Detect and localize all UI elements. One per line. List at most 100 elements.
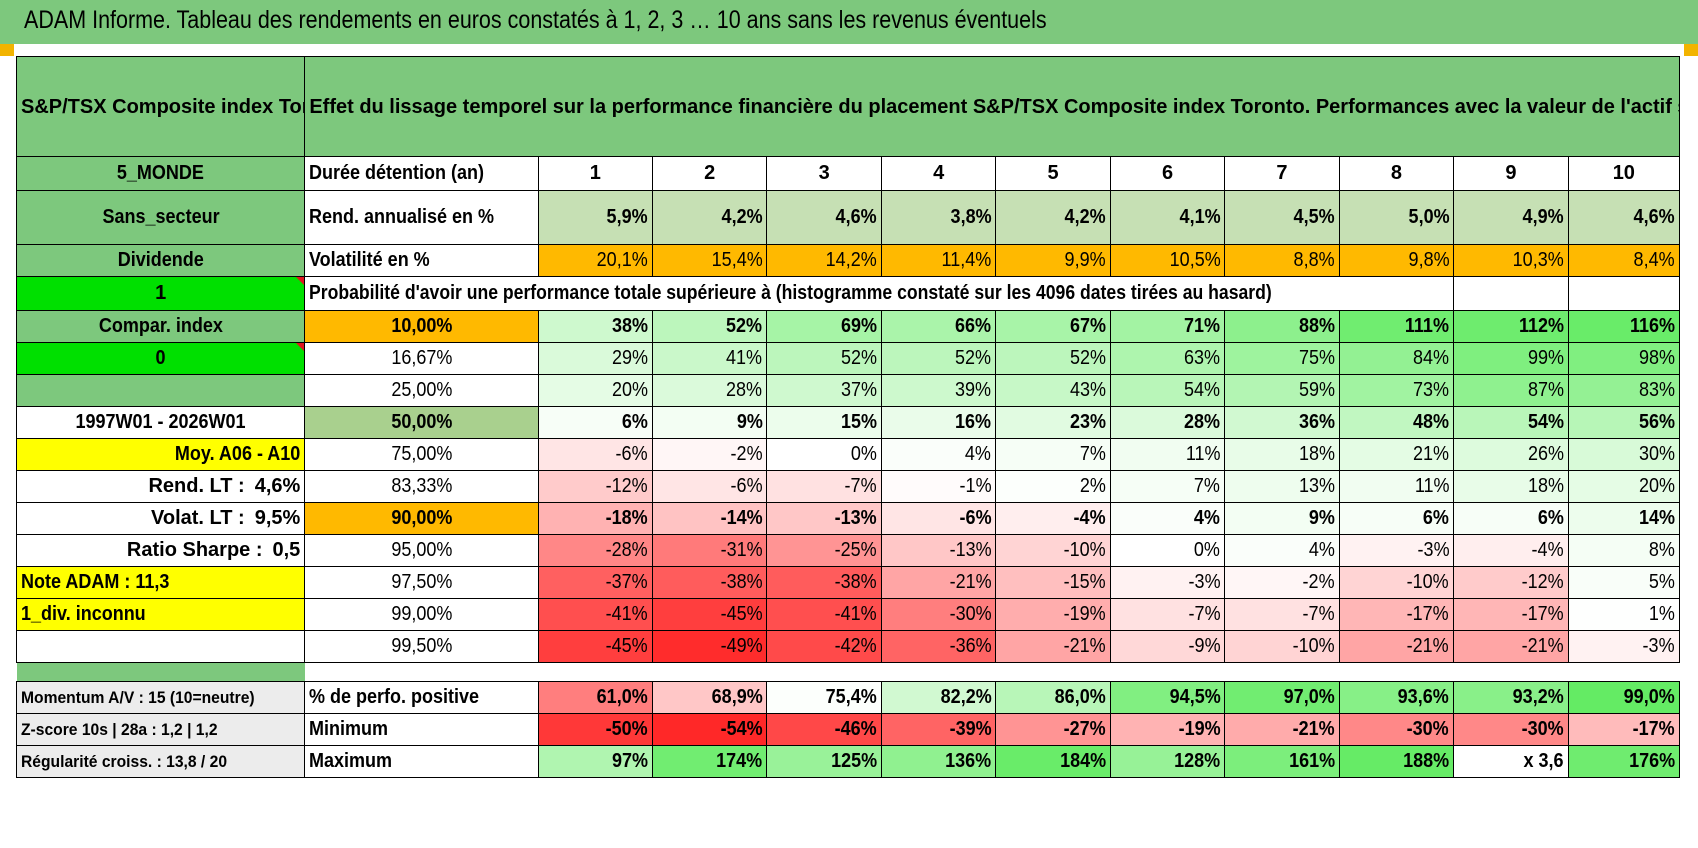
note-adam: Note ADAM : 11,3 bbox=[21, 571, 170, 593]
prob-value: -31% bbox=[651, 534, 768, 567]
prob-value: 59% bbox=[1224, 374, 1340, 407]
prob-value: -4% bbox=[995, 502, 1111, 535]
summary-label-cell: Maximum bbox=[304, 745, 539, 778]
summary-value-text: 128% bbox=[1174, 750, 1221, 772]
prob-value-text: -10% bbox=[1407, 571, 1450, 593]
prob-value-text: 26% bbox=[1527, 443, 1564, 465]
summary-value-text: 86,0% bbox=[1054, 686, 1106, 708]
prob-value: -7% bbox=[766, 470, 882, 503]
prob-value: 21% bbox=[1338, 438, 1455, 471]
prob-value-text: -6% bbox=[615, 443, 648, 465]
summary-value-text: 188% bbox=[1403, 750, 1450, 772]
year-header: 7 bbox=[1224, 156, 1340, 191]
vol-value-text: 9,9% bbox=[1064, 249, 1106, 271]
summary-value-text: 94,5% bbox=[1169, 686, 1221, 708]
header-row: S&P/TSX Composite index Toronto Effet du… bbox=[15, 56, 1680, 157]
summary-value: 184% bbox=[995, 745, 1111, 778]
summary-label: % de perfo. positive bbox=[309, 686, 480, 708]
prob-value: 111% bbox=[1338, 310, 1455, 343]
prob-value-text: -25% bbox=[834, 539, 877, 561]
prob-value-text: -15% bbox=[1063, 571, 1106, 593]
rend-value: 4,6% bbox=[1567, 190, 1681, 245]
vol-value: 15,4% bbox=[651, 244, 768, 277]
prob-value-text: 6% bbox=[621, 411, 648, 433]
prob-row: Rend. LT : 4,6% 83,33% -12% -6% -7% -1% 2% 7% 13%… bbox=[15, 470, 1681, 503]
summary-value: 174% bbox=[651, 745, 768, 778]
prob-value-text: -38% bbox=[720, 571, 763, 593]
summary-value: 125% bbox=[766, 745, 882, 778]
prob-row: Compar. index 10,00% 38% 52% 69% 66% 67% 71% 88%… bbox=[15, 310, 1681, 343]
prob-value: -3% bbox=[1338, 534, 1455, 567]
dividend-flag-cell[interactable]: 1 bbox=[15, 276, 306, 311]
compar-flag-cell[interactable]: 0 bbox=[15, 342, 306, 375]
prob-title-row: 1 Probabilité d'avoir une performance to… bbox=[15, 276, 1681, 311]
summary-value-text: -39% bbox=[949, 718, 992, 740]
prob-value-text: 52% bbox=[1069, 347, 1106, 369]
prob-value: 4% bbox=[1224, 534, 1340, 567]
summary-value: -30% bbox=[1338, 713, 1455, 746]
summary-side-label: Z-score 10s | 28a : 1,2 | 1,2 bbox=[21, 719, 218, 739]
vol-row: Dividende Volatilité en % 20,1% 15,4% 14,2… bbox=[15, 244, 1681, 277]
threshold-value: 90,00% bbox=[390, 507, 452, 529]
vol-label: Volatilité en % bbox=[309, 249, 431, 271]
prob-value-text: -31% bbox=[720, 539, 763, 561]
sharpe-value: 0,5 bbox=[272, 539, 301, 561]
prob-value: 52% bbox=[995, 342, 1111, 375]
rend-value-text: 4,2% bbox=[1064, 206, 1106, 228]
prob-value: 69% bbox=[766, 310, 882, 343]
vol-value: 11,4% bbox=[880, 244, 997, 277]
summary-value: 161% bbox=[1224, 745, 1340, 778]
prob-value-text: -12% bbox=[1521, 571, 1564, 593]
prob-value: 7% bbox=[995, 438, 1111, 471]
summary-value: 128% bbox=[1109, 745, 1226, 778]
sharpe-cell: Ratio Sharpe : 0,5 bbox=[15, 534, 306, 567]
right-edge-marker bbox=[1684, 44, 1698, 56]
summary-label: Minimum bbox=[309, 718, 389, 740]
threshold-cell: 95,00% bbox=[304, 534, 539, 567]
prob-value-text: 67% bbox=[1069, 315, 1106, 337]
prob-value: 6% bbox=[537, 406, 654, 439]
year-header: 3 bbox=[766, 156, 882, 191]
summary-value-text: -46% bbox=[834, 718, 877, 740]
prob-value-text: 29% bbox=[611, 347, 648, 369]
prob-value-text: 6% bbox=[1537, 507, 1564, 529]
summary-side-cell: Régularité croiss. : 13,8 / 20 bbox=[15, 745, 306, 778]
prob-value-text: -3% bbox=[1188, 571, 1221, 593]
prob-value: -28% bbox=[537, 534, 654, 567]
prob-value: 13% bbox=[1224, 470, 1340, 503]
rend-value-text: 5,9% bbox=[606, 206, 648, 228]
threshold-cell: 75,00% bbox=[304, 438, 539, 471]
year-header: 8 bbox=[1338, 156, 1455, 191]
prob-value-text: -4% bbox=[1073, 507, 1106, 529]
summary-value: 75,4% bbox=[766, 681, 882, 714]
prob-value: 4% bbox=[880, 438, 997, 471]
prob-value: -7% bbox=[1224, 598, 1340, 631]
compar-flag: 0 bbox=[155, 347, 166, 369]
prob-value-text: 112% bbox=[1518, 315, 1564, 337]
prob-value-text: 6% bbox=[1423, 507, 1450, 529]
threshold-value: 99,00% bbox=[390, 603, 452, 625]
prob-value: 2% bbox=[995, 470, 1111, 503]
threshold-value: 75,00% bbox=[390, 443, 452, 465]
prob-value: 99% bbox=[1453, 342, 1569, 375]
summary-value: 93,2% bbox=[1453, 681, 1569, 714]
prob-value-text: 4% bbox=[965, 443, 992, 465]
prob-value-text: -9% bbox=[1188, 635, 1221, 657]
prob-value-text: 0% bbox=[850, 443, 877, 465]
prob-value: 54% bbox=[1453, 406, 1569, 439]
duration-row: 5_MONDE Durée détention (an) 1 2 3 4 5 6 7 8 9 10 bbox=[15, 156, 1681, 191]
summary-value-text: -19% bbox=[1178, 718, 1221, 740]
vol-value-text: 8,4% bbox=[1633, 249, 1675, 271]
prob-value-text: -28% bbox=[605, 539, 648, 561]
summary-value-text: 68,9% bbox=[711, 686, 763, 708]
prob-value-text: -3% bbox=[1642, 635, 1675, 657]
summary-value: 176% bbox=[1567, 745, 1681, 778]
dividend-label: Dividende bbox=[117, 249, 204, 271]
prob-value-text: 16% bbox=[955, 411, 992, 433]
prob-value-text: -36% bbox=[949, 635, 992, 657]
prob-value-text: -1% bbox=[959, 475, 992, 497]
prob-value-text: -49% bbox=[720, 635, 763, 657]
rend-label: Rend. annualisé en % bbox=[309, 206, 495, 228]
prob-value: 83% bbox=[1567, 374, 1681, 407]
prob-value-text: -7% bbox=[1188, 603, 1221, 625]
